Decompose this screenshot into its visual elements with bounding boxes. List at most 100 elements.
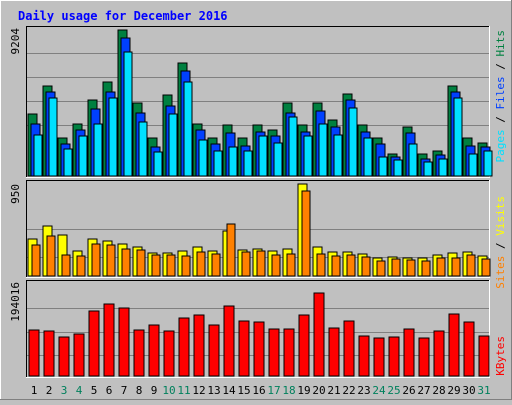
sites-bar xyxy=(106,244,116,277)
sites-bar xyxy=(376,260,386,277)
pages-bar xyxy=(258,135,268,177)
kbytes-bar xyxy=(313,292,325,377)
sites-bar xyxy=(76,255,86,277)
kbytes-panel-legend: KBytes xyxy=(494,336,507,376)
x-tick-label: 23 xyxy=(357,384,370,397)
pages-bar xyxy=(438,158,448,177)
legend-sep: / xyxy=(494,57,507,77)
kbytes-panel-ymax-label: 194016 xyxy=(9,282,22,322)
sites-bar xyxy=(211,253,221,277)
kbytes-bar xyxy=(193,314,205,377)
x-tick-label: 8 xyxy=(136,384,143,397)
pages-bar xyxy=(78,135,88,177)
x-tick-label: 7 xyxy=(121,384,128,397)
x-tick-label: 29 xyxy=(447,384,460,397)
kbytes-bar xyxy=(298,314,310,377)
legend-sites: Sites xyxy=(494,256,507,289)
sites-bar xyxy=(466,254,476,277)
panels: 9204 Pages / Files / Hits 950 Sites / Visit… xyxy=(9,26,507,378)
sites-bar xyxy=(151,254,161,277)
kbytes-bar xyxy=(223,305,235,377)
sites-bar xyxy=(91,243,101,277)
pages-bar xyxy=(273,142,283,177)
kbytes-bar xyxy=(373,337,385,377)
kbytes-bar xyxy=(268,328,280,377)
x-tick-label: 31 xyxy=(477,384,490,397)
x-tick-label: 13 xyxy=(207,384,220,397)
pages-bar xyxy=(318,123,328,177)
pages-bar xyxy=(63,148,73,177)
x-tick-label: 12 xyxy=(192,384,205,397)
sites-bar xyxy=(31,244,41,277)
hits-panel-legend: Pages / Files / Hits xyxy=(494,30,507,163)
kbytes-bar xyxy=(178,317,190,377)
pages-bar xyxy=(108,97,118,177)
sites-bar xyxy=(316,253,326,277)
sites-bar xyxy=(61,254,71,277)
kbytes-bar xyxy=(58,336,70,377)
kbytes-bar xyxy=(448,313,460,377)
sites-bar xyxy=(46,235,56,277)
x-tick-label: 28 xyxy=(432,384,445,397)
sites-bar xyxy=(166,254,176,277)
x-tick-label: 10 xyxy=(162,384,175,397)
visits-panel-ymax-label: 950 xyxy=(9,184,22,204)
pages-bar xyxy=(468,153,478,177)
kbytes-bar xyxy=(28,329,40,377)
x-tick-label: 18 xyxy=(282,384,295,397)
sites-bar xyxy=(226,223,236,277)
kbytes-bar xyxy=(163,330,175,377)
kbytes-bar xyxy=(388,336,400,377)
sites-bar xyxy=(346,254,356,277)
kbytes-bar xyxy=(418,337,430,377)
kbytes-bar xyxy=(343,320,355,377)
x-tick-label: 9 xyxy=(151,384,158,397)
sites-bar xyxy=(271,254,281,277)
kbytes-bar xyxy=(403,328,415,377)
pages-bar xyxy=(483,150,493,177)
kbytes-bar xyxy=(433,330,445,377)
x-tick-label: 21 xyxy=(327,384,340,397)
x-tick-label: 3 xyxy=(61,384,68,397)
legend-sep: / xyxy=(494,110,507,130)
kbytes-bar xyxy=(478,335,490,377)
kbytes-bar xyxy=(283,328,295,377)
chart-title: Daily usage for December 2016 xyxy=(18,9,228,23)
sites-bar xyxy=(406,259,416,277)
sites-bar xyxy=(196,251,206,277)
pages-bar xyxy=(123,51,133,177)
legend-files: Files xyxy=(494,76,507,109)
kbytes-bar xyxy=(358,335,370,377)
pages-bar xyxy=(408,143,418,177)
x-axis-labels: 1 2 3 4 5 6 7 8 9 10 11 12 13 14 15 16 17 18 19 20 21 22 23 24 2… xyxy=(31,384,491,397)
pages-bar xyxy=(198,139,208,177)
sites-bar xyxy=(181,255,191,277)
kbytes-bar xyxy=(118,307,130,377)
sites-bar xyxy=(286,253,296,277)
kbytes-bar xyxy=(328,327,340,377)
sites-bar xyxy=(481,258,491,277)
x-tick-label: 16 xyxy=(252,384,265,397)
pages-bar xyxy=(138,121,148,177)
pages-bar xyxy=(378,156,388,177)
pages-bar xyxy=(93,123,103,177)
sites-bar xyxy=(241,251,251,277)
x-tick-label: 26 xyxy=(402,384,415,397)
pages-bar xyxy=(153,151,163,177)
kbytes-bar xyxy=(88,310,100,377)
legend-visits: Visits xyxy=(494,196,507,236)
sites-bar xyxy=(256,250,266,277)
pages-bar xyxy=(213,150,223,177)
x-tick-label: 15 xyxy=(237,384,250,397)
sites-bar xyxy=(361,256,371,277)
pages-bar xyxy=(453,97,463,177)
x-tick-label: 2 xyxy=(46,384,53,397)
kbytes-bar xyxy=(133,329,145,377)
sites-bar xyxy=(331,255,341,277)
pages-bar xyxy=(303,135,313,177)
sites-bar xyxy=(121,248,131,277)
pages-bar xyxy=(48,97,58,177)
pages-bar xyxy=(168,113,178,177)
